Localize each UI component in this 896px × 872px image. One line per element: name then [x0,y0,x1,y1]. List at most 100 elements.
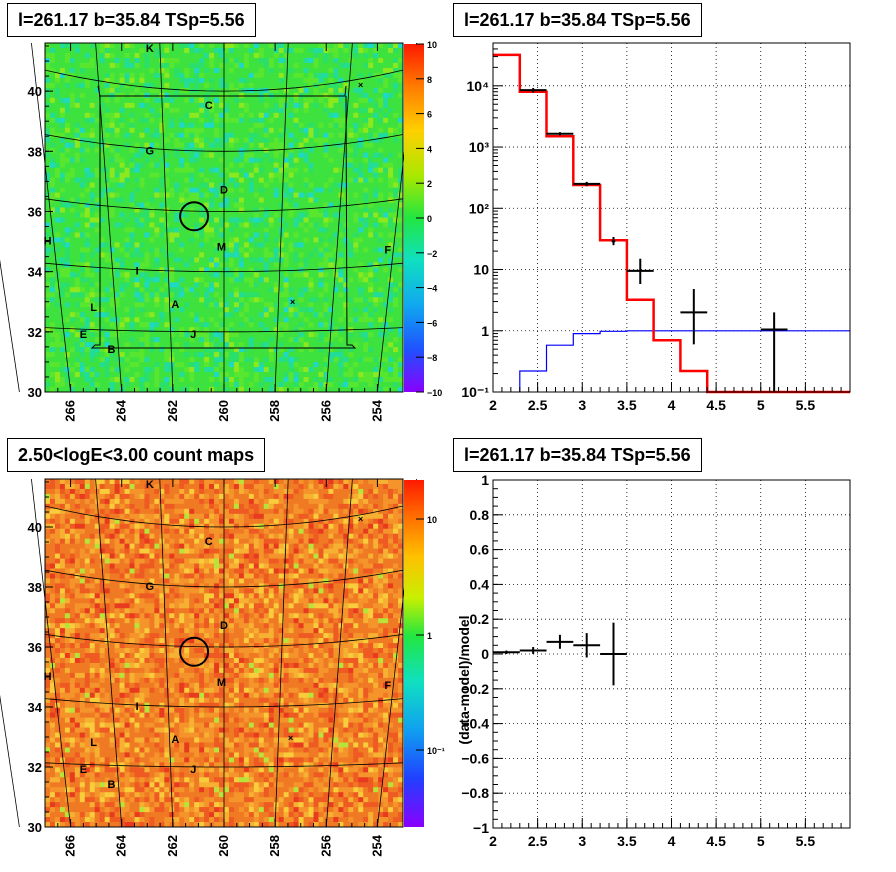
map-pixel [114,87,120,94]
map-pixel [303,112,309,119]
map-pixel [263,182,270,188]
map-pixel [74,177,81,183]
map-pixel [114,112,120,119]
map-pixel [79,197,86,203]
map-pixel [54,107,61,114]
map-pixel [104,347,111,353]
map-pixel [238,267,245,273]
map-pixel [159,212,165,218]
map-pixel [278,242,285,248]
map-pixel [94,57,101,64]
map-pixel [64,357,71,363]
map-pixel [84,352,91,358]
map-pixel [328,297,334,303]
map-pixel [253,247,260,253]
map-pixel [388,147,394,154]
map-pixel [393,43,399,49]
map-pixel [388,357,394,363]
map-pixel [184,257,190,263]
map-pixel [373,297,379,303]
map-pixel [388,367,394,373]
map-pixel [308,167,314,174]
map-pixel [124,157,130,164]
map-pixel [134,142,140,149]
map-pixel [224,52,230,59]
map-pixel [134,222,140,228]
map-pixel [228,77,235,84]
map-pixel [204,132,210,139]
map-pixel [164,77,170,84]
map-pixel [104,177,111,183]
map-pixel [303,287,309,293]
map-pixel [144,152,150,159]
map-pixel [89,312,96,318]
map-pixel [288,277,295,283]
map-pixel [224,127,230,134]
map-pixel [313,232,319,238]
map-pixel [104,167,111,174]
map-pixel [348,227,354,233]
map-pixel [224,82,230,89]
map-pixel [303,262,309,268]
map-pixel [214,257,220,263]
map-pixel [268,307,275,313]
map-pixel [313,327,319,333]
map-pixel [308,87,314,94]
map-pixel [368,272,374,278]
map-pixel [243,102,250,109]
map-pixel [164,352,170,358]
map-pixel [74,107,81,114]
map-pixel [268,57,275,64]
map-pixel [179,182,185,188]
map-pixel [199,57,205,64]
map-pixel [204,192,210,198]
map-pixel [45,122,51,129]
map-pixel [149,247,155,253]
map-pixel [268,297,275,303]
map-pixel [59,332,66,338]
map-pixel [219,252,225,258]
map-pixel [333,302,339,308]
map-pixel [204,152,210,159]
map-pixel [303,102,309,109]
map-pixel [94,207,101,213]
map-pixel [45,177,51,183]
map-pixel [134,162,140,169]
map-pixel [199,142,205,149]
map-pixel [383,267,389,273]
map-pixel [248,372,255,378]
map-pixel [273,377,280,383]
map-pixel [84,77,91,84]
map-pixel [45,227,51,233]
map-pixel [253,107,260,114]
map-pixel [383,107,389,114]
map-pixel [139,252,145,258]
map-pixel [45,77,51,84]
map-pixel [64,147,71,154]
map-pixel [328,67,334,74]
map-pixel [59,167,66,174]
map-pixel [373,127,379,134]
map-pixel [333,87,339,94]
map-pixel [129,157,135,164]
map-pixel [238,262,245,268]
map-pixel [253,362,260,368]
map-pixel [258,97,265,104]
map-pixel [308,332,314,338]
map-pixel [144,197,150,203]
map-pixel [228,62,235,69]
map-pixel [214,152,220,159]
map-pixel [333,282,339,288]
map-pixel [114,207,120,213]
top-left-title: l=261.17 b=35.84 TSp=5.56 [7,3,256,37]
map-pixel [74,372,81,378]
map-pixel [263,57,270,64]
map-pixel [238,112,245,119]
map-pixel [388,157,394,164]
map-pixel [308,342,314,348]
map-pixel [94,267,101,273]
map-pixel [313,62,319,69]
map-pixel [278,287,285,293]
map-pixel [338,352,344,358]
map-pixel [129,72,135,79]
